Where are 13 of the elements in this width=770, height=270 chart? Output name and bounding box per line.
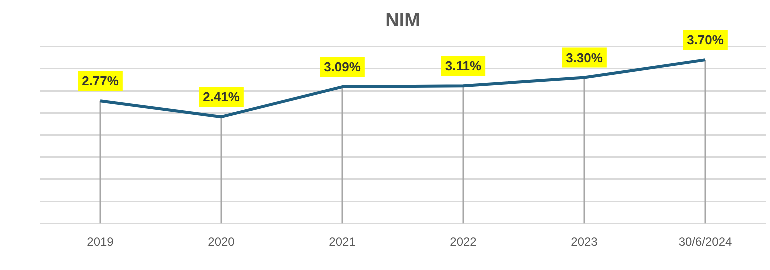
data-label: 2.41%	[203, 90, 240, 105]
x-tick-label: 2023	[571, 235, 598, 250]
x-tick-label: 2021	[329, 235, 356, 250]
x-tick-label: 30/6/2024	[678, 235, 733, 250]
x-tick-label: 2019	[87, 235, 114, 250]
data-label: 3.11%	[445, 58, 482, 74]
data-label: 3.30%	[566, 50, 604, 66]
data-label: 2.77%	[82, 74, 120, 89]
chart-title: NIM	[386, 10, 420, 32]
data-label: 3.70%	[687, 32, 724, 48]
x-tick-label: 2020	[208, 235, 236, 250]
data-label: 3.09%	[324, 60, 362, 75]
x-tick-label: 2022	[450, 235, 478, 250]
